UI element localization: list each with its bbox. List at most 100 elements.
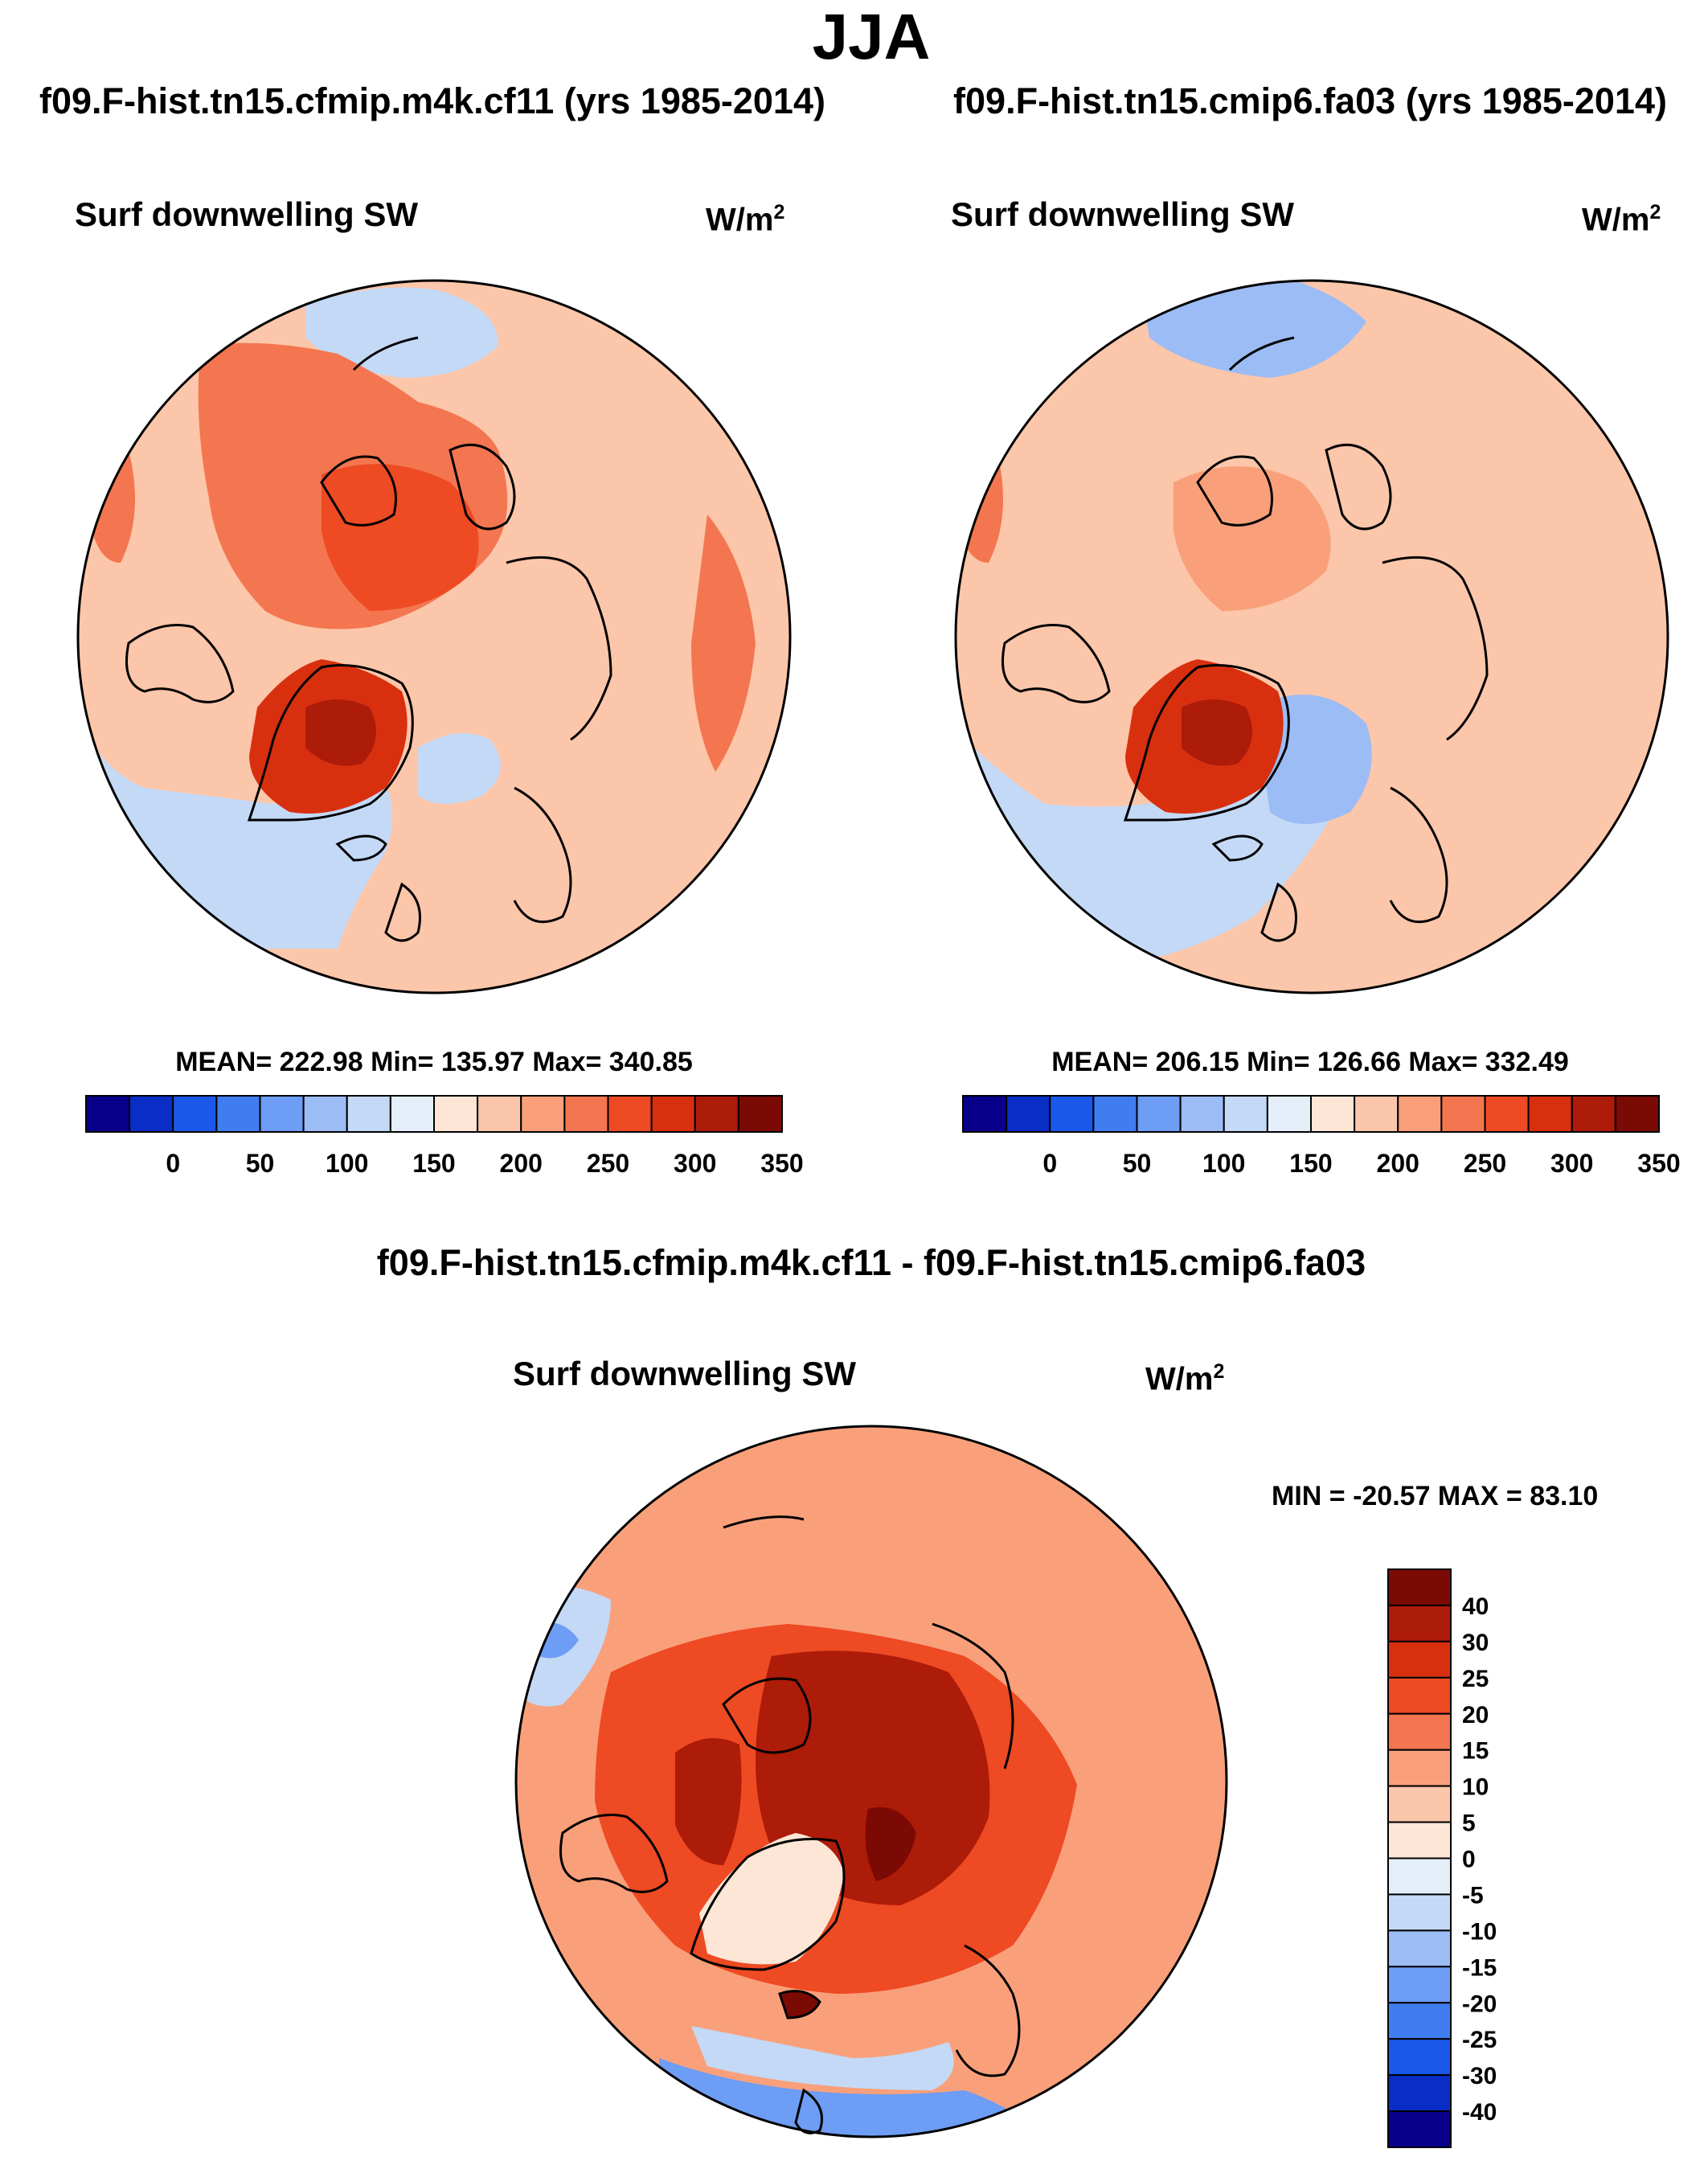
left-colorbar-tick-label: 0 (166, 1149, 180, 1178)
left-colorbar-box (259, 1095, 305, 1133)
right-colorbar-tick-label: 200 (1377, 1149, 1419, 1178)
diff-variable-label: Surf downwelling SW (513, 1355, 856, 1392)
right-colorbar-tick-label: 300 (1550, 1149, 1593, 1178)
left-map (76, 279, 792, 994)
right-variable-label: Surf downwelling SW (951, 195, 1294, 233)
left-colorbar-tick-label: 200 (500, 1149, 543, 1178)
right-units-label: W/m2 (1582, 201, 1661, 238)
diff-colorbar-box (1387, 2002, 1452, 2040)
diff-colorbar-box (1387, 2038, 1452, 2077)
diff-colorbar-tick-label: -15 (1462, 1954, 1497, 1981)
diff-map-region-canadian-archipelago (675, 1738, 742, 1865)
left-colorbar-box (129, 1095, 174, 1133)
right-colorbar-box (962, 1095, 1008, 1133)
right-colorbar: 0 50 100 150 200 250 300 350 (962, 1095, 1681, 1178)
figure-title: JJA (812, 1, 931, 72)
right-colorbar-tick-label: 100 (1202, 1149, 1245, 1178)
left-colorbar-box (172, 1095, 218, 1133)
left-map-coastlines (125, 336, 612, 942)
left-colorbar-box (302, 1095, 348, 1133)
diff-map (514, 1425, 1228, 2138)
right-colorbar-box (1223, 1095, 1268, 1133)
right-colorbar-tick-label: 250 (1464, 1149, 1506, 1178)
left-map-region-greenland-sea (418, 733, 501, 804)
diff-colorbar-box (1387, 1821, 1452, 1860)
right-colorbar-box (1266, 1095, 1312, 1133)
right-map-region-greenland-interior (1182, 699, 1252, 766)
diff-colorbar-tick-label: 0 (1462, 1847, 1476, 1873)
right-colorbar-tick-label: 150 (1289, 1149, 1332, 1178)
diff-colorbar-box (1387, 1785, 1452, 1823)
diff-colorbar-box (1387, 1749, 1452, 1787)
diff-map-region-greenland (699, 1833, 844, 1965)
right-map-outline (954, 279, 1669, 994)
right-colorbar-box (1527, 1095, 1573, 1133)
left-colorbar-box (215, 1095, 261, 1133)
left-colorbar-box (477, 1095, 522, 1133)
left-colorbar-box (346, 1095, 391, 1133)
diff-colorbar-box (1387, 1929, 1452, 1968)
diff-colorbar-box (1387, 1966, 1452, 2004)
diff-panel-title: f09.F-hist.tn15.cfmip.m4k.cf11 - f09.F-h… (376, 1242, 1366, 1283)
left-colorbar-box (607, 1095, 653, 1133)
right-map-region-central-arctic (1173, 466, 1331, 611)
diff-colorbar-box (1387, 1857, 1452, 1896)
left-colorbar-box (520, 1095, 566, 1133)
diff-map-outline (514, 1425, 1228, 2138)
diff-colorbar-box (1387, 2074, 1452, 2113)
diff-colorbar-tick-label: -20 (1462, 1991, 1497, 2017)
right-colorbar-box (1440, 1095, 1486, 1133)
left-stats: MEAN= 222.98 Min= 135.97 Max= 340.85 (175, 1047, 693, 1077)
left-colorbar-box (433, 1095, 479, 1133)
right-colorbar-box (1614, 1095, 1660, 1133)
diff-minmax: MIN = -20.57 MAX = 83.10 (1272, 1481, 1599, 1511)
diff-colorbar-box (1387, 1568, 1452, 1606)
left-map-region-pacific (305, 287, 498, 378)
diff-colorbar-tick-label: 5 (1462, 1810, 1476, 1837)
diff-colorbar-tick-label: 20 (1462, 1702, 1489, 1728)
right-colorbar-box (1136, 1095, 1182, 1133)
left-colorbar-box (85, 1095, 131, 1133)
right-colorbar-box (1049, 1095, 1095, 1133)
right-colorbar-box (1006, 1095, 1051, 1133)
diff-colorbar-tick-label: 30 (1462, 1630, 1489, 1656)
right-colorbar-box (1310, 1095, 1356, 1133)
left-colorbar-tick-label: 250 (587, 1149, 629, 1178)
left-colorbar-tick-label: 100 (326, 1149, 368, 1178)
diff-map-region-iceland (780, 1991, 820, 2018)
diff-map-region-arctic-max (865, 1807, 916, 1881)
right-map-coastlines (1001, 336, 1489, 942)
diff-colorbar-tick-label: 15 (1462, 1738, 1489, 1765)
left-colorbar-tick-label: 350 (760, 1149, 803, 1178)
diff-colorbar-tick-label: -5 (1462, 1882, 1484, 1909)
right-colorbar-box (1397, 1095, 1443, 1133)
diff-colorbar-box (1387, 1640, 1452, 1679)
left-panel-title: f09.F-hist.tn15.cfmip.m4k.cf11 (yrs 1985… (39, 80, 825, 121)
diff-colorbar-tick-label: -40 (1462, 2099, 1497, 2126)
diff-colorbar-tick-label: -30 (1462, 2063, 1497, 2089)
left-map-outline (76, 279, 792, 994)
left-colorbar-tick-label: 50 (246, 1149, 275, 1178)
right-stats: MEAN= 206.15 Min= 126.66 Max= 332.49 (1051, 1047, 1569, 1077)
left-map-region-central-arctic (322, 464, 479, 611)
left-colorbar-box (389, 1095, 435, 1133)
right-map-region-alaska (956, 418, 1003, 563)
right-colorbar-tick-label: 50 (1123, 1149, 1152, 1178)
right-colorbar-tick-label: 350 (1637, 1149, 1680, 1178)
diff-colorbar-box (1387, 1712, 1452, 1751)
diff-map-coastlines (559, 1515, 1021, 2134)
diff-colorbar-box (1387, 1604, 1452, 1642)
left-map-region-siberia (691, 515, 756, 772)
diff-colorbar-tick-label: -25 (1462, 2027, 1497, 2053)
right-map (954, 279, 1669, 994)
diff-colorbar-box (1387, 1893, 1452, 1932)
left-colorbar-box (650, 1095, 696, 1133)
diff-map-region-atlantic-mid (691, 2026, 954, 2090)
right-colorbar-box (1571, 1095, 1616, 1133)
diff-colorbar-tick-label: 25 (1462, 1666, 1489, 1692)
left-colorbar-tick-label: 300 (674, 1149, 716, 1178)
diff-units-label: W/m2 (1145, 1360, 1225, 1397)
left-colorbar: 0 50 100 150 200 250 300 350 (85, 1095, 804, 1178)
right-colorbar-box (1484, 1095, 1530, 1133)
